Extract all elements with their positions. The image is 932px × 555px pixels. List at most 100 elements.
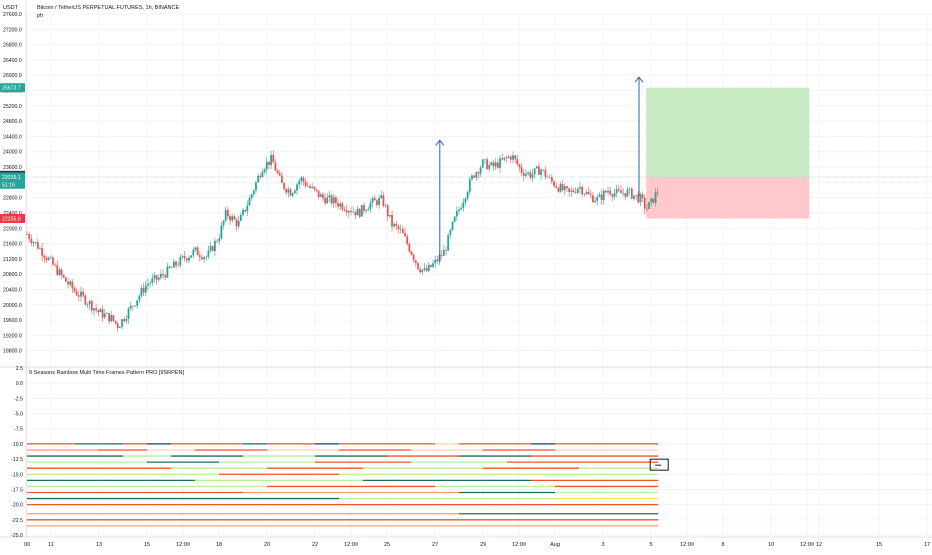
candle-body xyxy=(600,194,603,201)
candle-body xyxy=(354,211,357,216)
candle-body xyxy=(67,281,69,285)
arrow-annotation-head[interactable] xyxy=(435,139,445,146)
candle-body xyxy=(369,202,372,209)
price-tick-label: 27200.0 xyxy=(3,27,22,33)
candle-body xyxy=(34,242,37,243)
candle-body xyxy=(201,257,203,260)
candle-body xyxy=(207,250,210,257)
time-tick-label: 12:00 xyxy=(512,542,526,548)
arrow-annotation-head[interactable] xyxy=(634,76,644,83)
candle-body xyxy=(39,248,41,249)
candle-body xyxy=(95,308,98,311)
candle-body xyxy=(259,175,262,177)
candle-body xyxy=(635,194,638,196)
time-tick-label: 8 xyxy=(721,542,724,548)
price-unit: USDT xyxy=(3,5,19,11)
candle-body xyxy=(114,320,117,324)
candle-body xyxy=(229,216,231,221)
time-tick-label: 5 xyxy=(649,542,652,548)
candle-body xyxy=(192,249,195,256)
arrow-annotations[interactable] xyxy=(435,76,644,263)
price-tick-label: 20400.0 xyxy=(3,287,22,293)
candle-body xyxy=(430,264,432,267)
candle-body xyxy=(421,269,424,273)
candle-body xyxy=(88,301,91,305)
candle-body xyxy=(479,167,482,174)
candle-body xyxy=(155,275,158,280)
price-label-text: 25673.7 xyxy=(2,86,21,92)
candle-body xyxy=(90,301,93,311)
candle-body xyxy=(151,278,154,284)
candle-body xyxy=(509,156,512,160)
candle-body xyxy=(412,254,415,261)
candle-body xyxy=(542,169,545,171)
price-tick-label: 23600.0 xyxy=(3,165,22,171)
candle-body xyxy=(263,169,266,172)
candle-body xyxy=(93,308,95,311)
candle-body xyxy=(626,189,629,197)
candle-body xyxy=(222,220,225,226)
candle-body xyxy=(332,197,335,204)
take-profit-zone[interactable] xyxy=(646,87,810,178)
candle-body xyxy=(274,162,277,171)
long-position-tool[interactable] xyxy=(27,87,932,219)
candle-body xyxy=(60,269,63,276)
candle-body xyxy=(512,155,514,160)
price-label-tag xyxy=(0,213,25,223)
candle-body xyxy=(646,208,648,210)
candle-body xyxy=(248,198,251,206)
time-tick-label: 10 xyxy=(768,542,774,548)
candle-body xyxy=(30,238,33,244)
stop-loss-zone[interactable] xyxy=(646,177,810,219)
candle-body xyxy=(622,193,625,194)
candle-body xyxy=(47,257,50,260)
candle-body xyxy=(220,225,223,239)
candle-body xyxy=(127,308,130,320)
candle-body xyxy=(546,176,549,178)
candle-body xyxy=(641,194,644,198)
candle-body xyxy=(255,182,257,191)
candle-body xyxy=(166,266,169,278)
candle-body xyxy=(382,195,385,206)
indicator-tick-label: -25.0 xyxy=(11,533,23,539)
candle-body xyxy=(363,205,365,212)
candle-body xyxy=(516,159,519,165)
price-tick-label: 24400.0 xyxy=(3,134,22,140)
candle-body xyxy=(304,181,307,186)
candle-body xyxy=(198,255,201,258)
candle-body xyxy=(293,190,296,194)
candle-body xyxy=(451,221,454,231)
time-tick-label: 12:00 xyxy=(344,542,358,548)
candle-body xyxy=(343,209,346,211)
candle-body xyxy=(341,203,344,210)
candle-body xyxy=(391,214,393,227)
candle-body xyxy=(315,189,318,191)
price-tick-label: 21200.0 xyxy=(3,257,22,263)
candle-body xyxy=(188,257,190,261)
candle-body xyxy=(630,188,633,199)
candle-body xyxy=(140,287,143,296)
candle-body xyxy=(566,186,568,189)
candle-body xyxy=(466,192,469,199)
time-tick-label: 15 xyxy=(876,542,882,548)
candle-body xyxy=(147,283,149,286)
candle-body xyxy=(583,193,586,195)
candle-body xyxy=(540,169,542,175)
candle-body xyxy=(373,198,376,201)
candle-body xyxy=(447,234,450,251)
candle-body xyxy=(175,261,177,266)
candle-body xyxy=(574,192,577,193)
time-tick-label: 3 xyxy=(601,542,604,548)
candle-body xyxy=(339,203,342,207)
candle-body xyxy=(453,216,456,222)
candle-body xyxy=(423,268,426,270)
candle-body xyxy=(365,210,368,212)
candle-body xyxy=(617,189,620,191)
candle-body xyxy=(116,323,119,328)
candle-body xyxy=(473,175,476,178)
candle-body xyxy=(652,198,655,203)
candle-body xyxy=(507,156,510,158)
candle-body xyxy=(594,200,596,203)
candle-body xyxy=(581,186,584,195)
